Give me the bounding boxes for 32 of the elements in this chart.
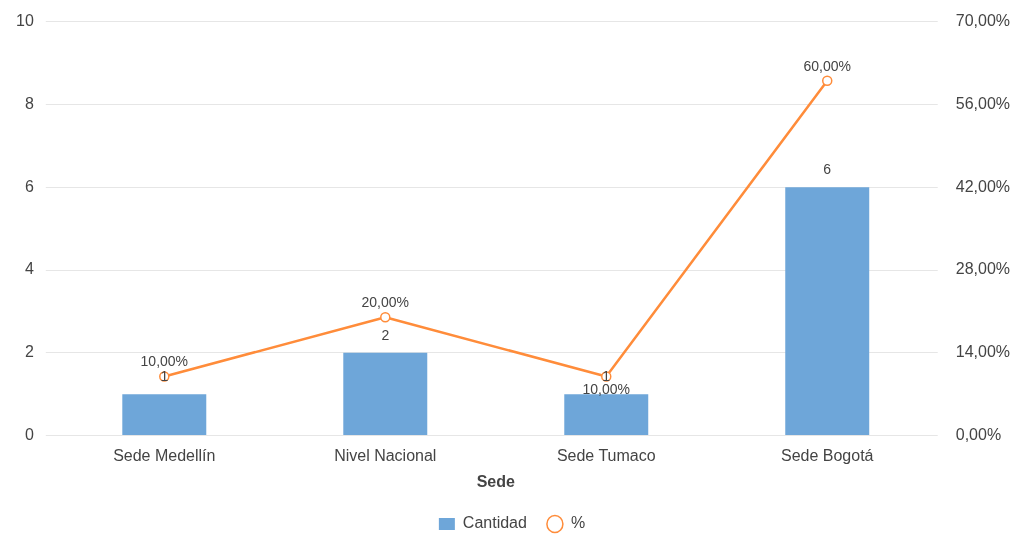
bar <box>564 394 649 436</box>
data-label: 1 <box>602 368 611 385</box>
y2-tick-label: 42,00% <box>955 177 1010 195</box>
point <box>380 312 391 323</box>
y2-tick-label: 14,00% <box>955 343 1010 361</box>
x-tick-label: Sede Tumaco <box>556 446 656 464</box>
y2-tick-label: 56,00% <box>955 94 1010 112</box>
y-tick-label: 2 <box>24 343 34 361</box>
bar <box>785 187 870 436</box>
x-tick-label: Sede Bogotá <box>780 446 874 464</box>
data-label: 6 <box>823 161 832 178</box>
x-tick-label: Sede Medellín <box>113 446 216 464</box>
bar <box>122 394 207 436</box>
data-label: 1 <box>160 368 169 385</box>
data-label: 2 <box>381 326 390 343</box>
y2-tick-label: 0,00% <box>955 426 1002 444</box>
legend-label: % <box>570 514 586 532</box>
legend-label: Cantidad <box>462 514 527 532</box>
y-tick-label: 6 <box>24 177 34 195</box>
y2-tick-label: 28,00% <box>955 260 1010 278</box>
y2-tick-label: 70,00% <box>955 12 1010 30</box>
y-tick-label: 8 <box>24 94 34 112</box>
data-label: 60,00% <box>803 57 851 74</box>
x-axis-title: Sede <box>476 472 515 490</box>
y-tick-label: 4 <box>24 260 34 278</box>
y-tick-label: 10 <box>16 12 34 30</box>
x-tick-label: Nivel Nacional <box>334 446 437 464</box>
y-tick-label: 0 <box>24 426 34 444</box>
point <box>821 75 833 86</box>
bar <box>343 352 428 436</box>
data-label: 10,00% <box>140 353 189 370</box>
data-label: 20,00% <box>361 294 410 311</box>
